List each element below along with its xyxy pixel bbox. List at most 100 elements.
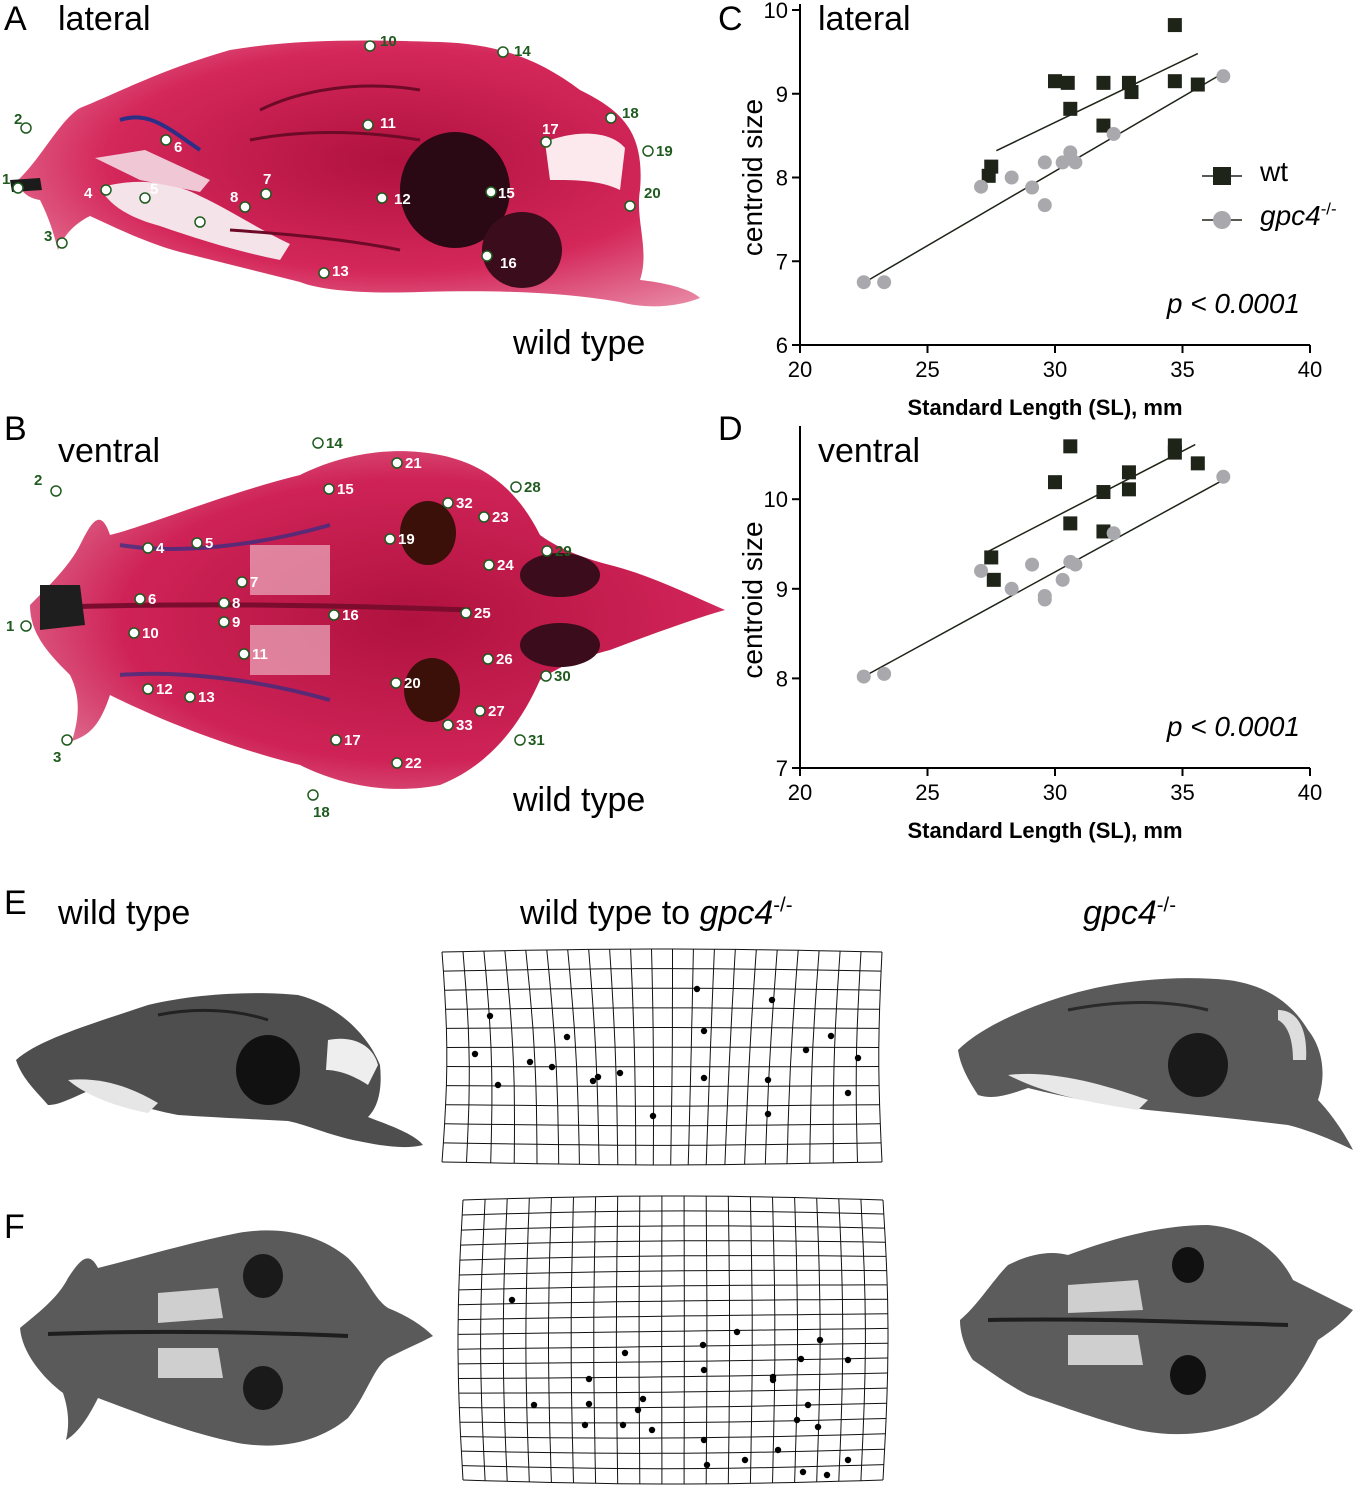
landmark-label: 12 bbox=[394, 191, 411, 208]
landmark-label: 23 bbox=[492, 509, 509, 526]
landmark-dot bbox=[828, 1033, 834, 1039]
landmark-label: 9 bbox=[180, 253, 188, 270]
grid-column-line bbox=[463, 952, 469, 1163]
landmark-label: 13 bbox=[198, 689, 215, 706]
landmark-marker bbox=[57, 238, 67, 248]
landmark-marker bbox=[51, 486, 61, 496]
landmark-marker bbox=[219, 617, 229, 627]
p-value-annotation: p < 0.0001 bbox=[1166, 288, 1300, 319]
mutant-point bbox=[857, 275, 871, 289]
landmark-marker bbox=[240, 202, 250, 212]
mutant-point bbox=[1107, 526, 1121, 540]
legend-mut-marker bbox=[1213, 211, 1231, 229]
landmark-dot bbox=[564, 1034, 570, 1040]
grid-row-line bbox=[460, 1419, 886, 1423]
right-label-sup: -/- bbox=[1157, 895, 1176, 917]
landmark-marker bbox=[331, 735, 341, 745]
mutant-point bbox=[877, 275, 891, 289]
landmark-dot bbox=[650, 1113, 656, 1119]
grid-column-line bbox=[725, 949, 735, 1164]
landmark-marker bbox=[511, 482, 521, 492]
fit-line-wt bbox=[996, 54, 1197, 151]
deformation-grid-lateral bbox=[438, 948, 888, 1168]
landmark-dot bbox=[700, 1342, 706, 1348]
landmark-marker bbox=[195, 217, 205, 227]
landmark-marker bbox=[498, 47, 508, 57]
landmark-label: 17 bbox=[542, 121, 559, 138]
grid-column-line bbox=[750, 1197, 752, 1484]
landmark-marker bbox=[319, 268, 329, 278]
grid-column-line bbox=[616, 1196, 617, 1483]
landmark-label: 4 bbox=[84, 185, 93, 202]
legend-mut-sup: -/- bbox=[1321, 200, 1337, 219]
wt-point bbox=[987, 573, 1001, 587]
landmark-marker bbox=[101, 185, 111, 195]
wt-ventral-skull-greyscale bbox=[8, 1218, 438, 1498]
grid-column-line bbox=[652, 949, 654, 1165]
landmark-label: 8 bbox=[232, 595, 240, 612]
grid-column-line bbox=[571, 1197, 573, 1483]
landmark-dot bbox=[815, 1424, 821, 1430]
landmark-label: 32 bbox=[456, 495, 473, 512]
landmark-marker bbox=[219, 598, 229, 608]
landmark-dot bbox=[704, 1462, 710, 1468]
landmark-label: 6 bbox=[148, 591, 156, 608]
landmark-label: 2 bbox=[14, 111, 22, 128]
landmark-marker bbox=[129, 628, 139, 638]
grid-row-line bbox=[446, 1105, 880, 1106]
y-tick-label: 7 bbox=[776, 249, 788, 274]
landmark-label: 5 bbox=[150, 181, 158, 198]
mutant-point bbox=[1038, 593, 1052, 607]
landmark-label: 21 bbox=[405, 455, 422, 472]
landmark-label: 20 bbox=[404, 675, 421, 692]
landmark-dot bbox=[769, 997, 775, 1003]
mutant-point bbox=[1107, 127, 1121, 141]
landmark-marker bbox=[541, 671, 551, 681]
landmark-marker bbox=[515, 735, 525, 745]
landmark-label: 30 bbox=[554, 668, 571, 685]
landmark-dot bbox=[586, 1401, 592, 1407]
grid-column-line bbox=[833, 951, 840, 1163]
legend-mut-gene: gpc4 bbox=[1260, 200, 1321, 231]
landmark-dot bbox=[701, 1437, 707, 1443]
wt-point bbox=[1191, 456, 1205, 470]
grid-column-line bbox=[589, 949, 599, 1164]
landmark-marker bbox=[625, 201, 635, 211]
panel-e-left-label: wild type bbox=[58, 896, 190, 930]
grid-row-line bbox=[461, 1226, 884, 1230]
x-tick-label: 40 bbox=[1298, 357, 1322, 382]
grid-column-line bbox=[745, 950, 757, 1165]
landmark-label: 10 bbox=[380, 33, 397, 50]
x-tick-label: 30 bbox=[1043, 357, 1067, 382]
middle-label-gene: gpc4 bbox=[700, 894, 774, 932]
x-tick-label: 35 bbox=[1170, 357, 1194, 382]
x-tick-label: 25 bbox=[915, 357, 939, 382]
landmark-marker bbox=[363, 120, 373, 130]
wt-point bbox=[1063, 516, 1077, 530]
landmark-marker bbox=[140, 193, 150, 203]
grid-column-line bbox=[631, 949, 636, 1165]
grid-row-line bbox=[442, 1162, 882, 1165]
grid-column-line bbox=[458, 1200, 463, 1480]
landmark-dot bbox=[622, 1350, 628, 1356]
x-tick-label: 40 bbox=[1298, 780, 1322, 805]
grid-column-line bbox=[706, 949, 714, 1165]
landmark-marker bbox=[192, 538, 202, 548]
wt-point bbox=[1168, 18, 1182, 32]
mutant-point bbox=[1005, 582, 1019, 596]
x-tick-label: 30 bbox=[1043, 780, 1067, 805]
grid-column-line bbox=[728, 1196, 729, 1483]
fit-line-wt bbox=[989, 445, 1196, 552]
landmark-dot bbox=[765, 1077, 771, 1083]
landmark-dot bbox=[855, 1055, 861, 1061]
y-tick-label: 10 bbox=[764, 0, 788, 23]
landmark-label: 2 bbox=[34, 472, 42, 489]
panel-letter-e: E bbox=[4, 886, 27, 920]
mutant-point bbox=[1038, 198, 1052, 212]
landmark-marker bbox=[21, 621, 31, 631]
grid-column-line bbox=[610, 949, 618, 1165]
landmark-label: 28 bbox=[524, 479, 541, 496]
grid-column-line bbox=[787, 950, 798, 1163]
